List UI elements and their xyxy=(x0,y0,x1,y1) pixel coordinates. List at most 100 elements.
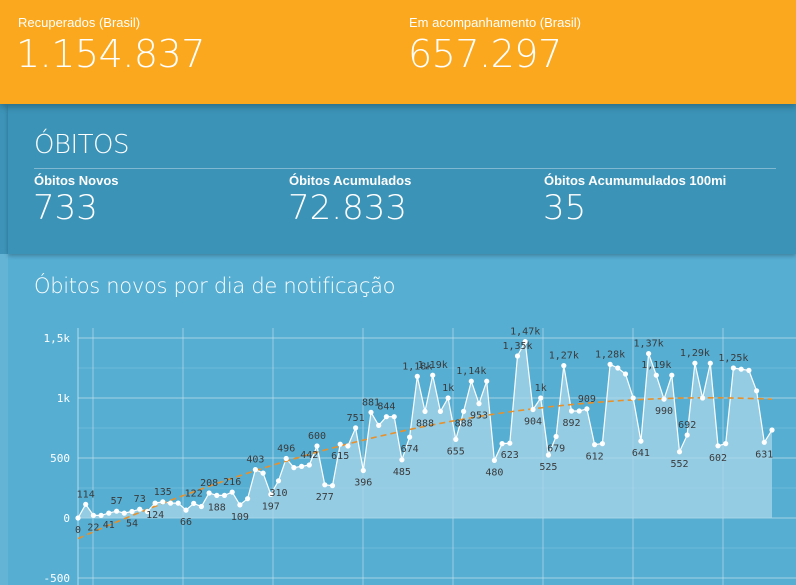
data-point xyxy=(461,408,467,414)
data-point xyxy=(746,367,752,373)
data-label: 674 xyxy=(401,444,419,455)
data-label: 888 xyxy=(455,418,473,429)
data-point xyxy=(391,414,397,420)
data-label: 1k xyxy=(442,383,454,394)
data-point xyxy=(260,470,266,476)
data-label: 1,19k xyxy=(641,360,671,371)
data-point xyxy=(322,482,328,488)
cumulative-deaths-value: 72.833 xyxy=(288,188,407,228)
data-label: 600 xyxy=(308,431,326,442)
data-point xyxy=(221,492,228,498)
data-label: 41 xyxy=(103,520,115,531)
data-label: 615 xyxy=(331,451,349,462)
data-point xyxy=(399,457,405,463)
data-point xyxy=(252,467,258,473)
data-point xyxy=(83,501,89,507)
data-label: 135 xyxy=(154,487,172,498)
data-point xyxy=(283,455,289,462)
data-point xyxy=(237,502,243,508)
data-label: 480 xyxy=(485,467,503,478)
data-point xyxy=(607,361,613,367)
data-point xyxy=(584,406,590,412)
data-label: 1,14k xyxy=(456,366,486,377)
data-label: 1k xyxy=(535,383,547,394)
chart-title: Óbitos novos por dia de notificação xyxy=(34,274,396,298)
recovered-value: 1.154.837 xyxy=(16,32,205,76)
monitoring-label: Em acompanhamento (Brasil) xyxy=(409,15,581,30)
y-tick-label: 500 xyxy=(50,452,70,465)
data-label: 844 xyxy=(377,402,395,413)
data-label: 277 xyxy=(316,492,334,503)
data-point xyxy=(700,395,706,401)
data-point xyxy=(592,442,598,448)
y-tick-label: -500 xyxy=(44,572,71,585)
data-point xyxy=(568,408,575,414)
data-label: 216 xyxy=(223,477,241,488)
data-label: 54 xyxy=(126,519,138,530)
deaths-per-100k-value: 35 xyxy=(543,188,587,228)
data-label: 109 xyxy=(231,512,249,523)
data-label: 22 xyxy=(87,522,99,533)
y-tick-label: 1,5k xyxy=(44,332,71,345)
data-point xyxy=(599,441,606,447)
data-point xyxy=(299,463,305,469)
data-point xyxy=(337,441,343,447)
data-label: 1,35k xyxy=(502,341,532,352)
data-label: 208 xyxy=(200,478,218,489)
data-point xyxy=(676,449,683,455)
deaths-panel: ÓBITOS Óbitos Novos 733 Óbitos Acumulado… xyxy=(0,104,796,254)
data-label: 990 xyxy=(655,406,673,417)
data-point xyxy=(206,490,212,496)
data-label: 751 xyxy=(347,413,365,424)
data-label: 73 xyxy=(134,494,146,505)
data-point xyxy=(275,478,282,484)
new-deaths-label: Óbitos Novos xyxy=(34,173,119,188)
data-label: 310 xyxy=(269,488,287,499)
data-point xyxy=(137,506,143,512)
data-point xyxy=(175,500,181,506)
data-point xyxy=(514,353,521,359)
data-point xyxy=(345,443,351,449)
data-label: 525 xyxy=(539,462,557,473)
data-point xyxy=(730,365,737,371)
data-label: 892 xyxy=(562,418,580,429)
monitoring-value: 657.297 xyxy=(408,32,562,76)
data-label: 496 xyxy=(277,444,295,455)
data-point xyxy=(368,409,374,415)
data-point xyxy=(723,441,729,447)
deaths-title: ÓBITOS xyxy=(34,130,130,160)
deaths-card xyxy=(8,104,796,254)
data-label: 953 xyxy=(470,411,488,422)
data-point xyxy=(499,441,505,447)
data-label: 57 xyxy=(111,496,123,507)
data-label: 485 xyxy=(393,467,411,478)
data-label: 692 xyxy=(678,420,696,431)
data-point xyxy=(707,360,713,366)
data-label: 1,47k xyxy=(510,327,540,338)
new-deaths-value: 733 xyxy=(33,188,98,228)
data-point xyxy=(414,373,420,379)
data-point xyxy=(576,408,582,414)
data-point xyxy=(121,510,127,516)
deaths-per-100k-label: Óbitos Acumumulados 100mi xyxy=(544,173,727,188)
data-point xyxy=(769,427,775,433)
data-label: 655 xyxy=(447,446,465,457)
data-point xyxy=(407,434,413,440)
data-point xyxy=(638,438,644,444)
data-label: 396 xyxy=(354,478,372,489)
data-point xyxy=(507,440,513,446)
data-label: 623 xyxy=(501,450,519,461)
data-point xyxy=(314,443,320,449)
data-label: 188 xyxy=(208,502,226,513)
data-label: 403 xyxy=(246,455,264,466)
cumulative-deaths-label: Óbitos Acumulados xyxy=(289,173,412,188)
data-point xyxy=(545,452,552,458)
data-point xyxy=(291,465,297,471)
data-point xyxy=(622,371,629,377)
data-point xyxy=(422,408,428,414)
y-tick-label: 0 xyxy=(63,512,70,525)
data-point xyxy=(630,395,636,401)
data-point xyxy=(453,436,459,442)
trend-line xyxy=(77,397,773,540)
